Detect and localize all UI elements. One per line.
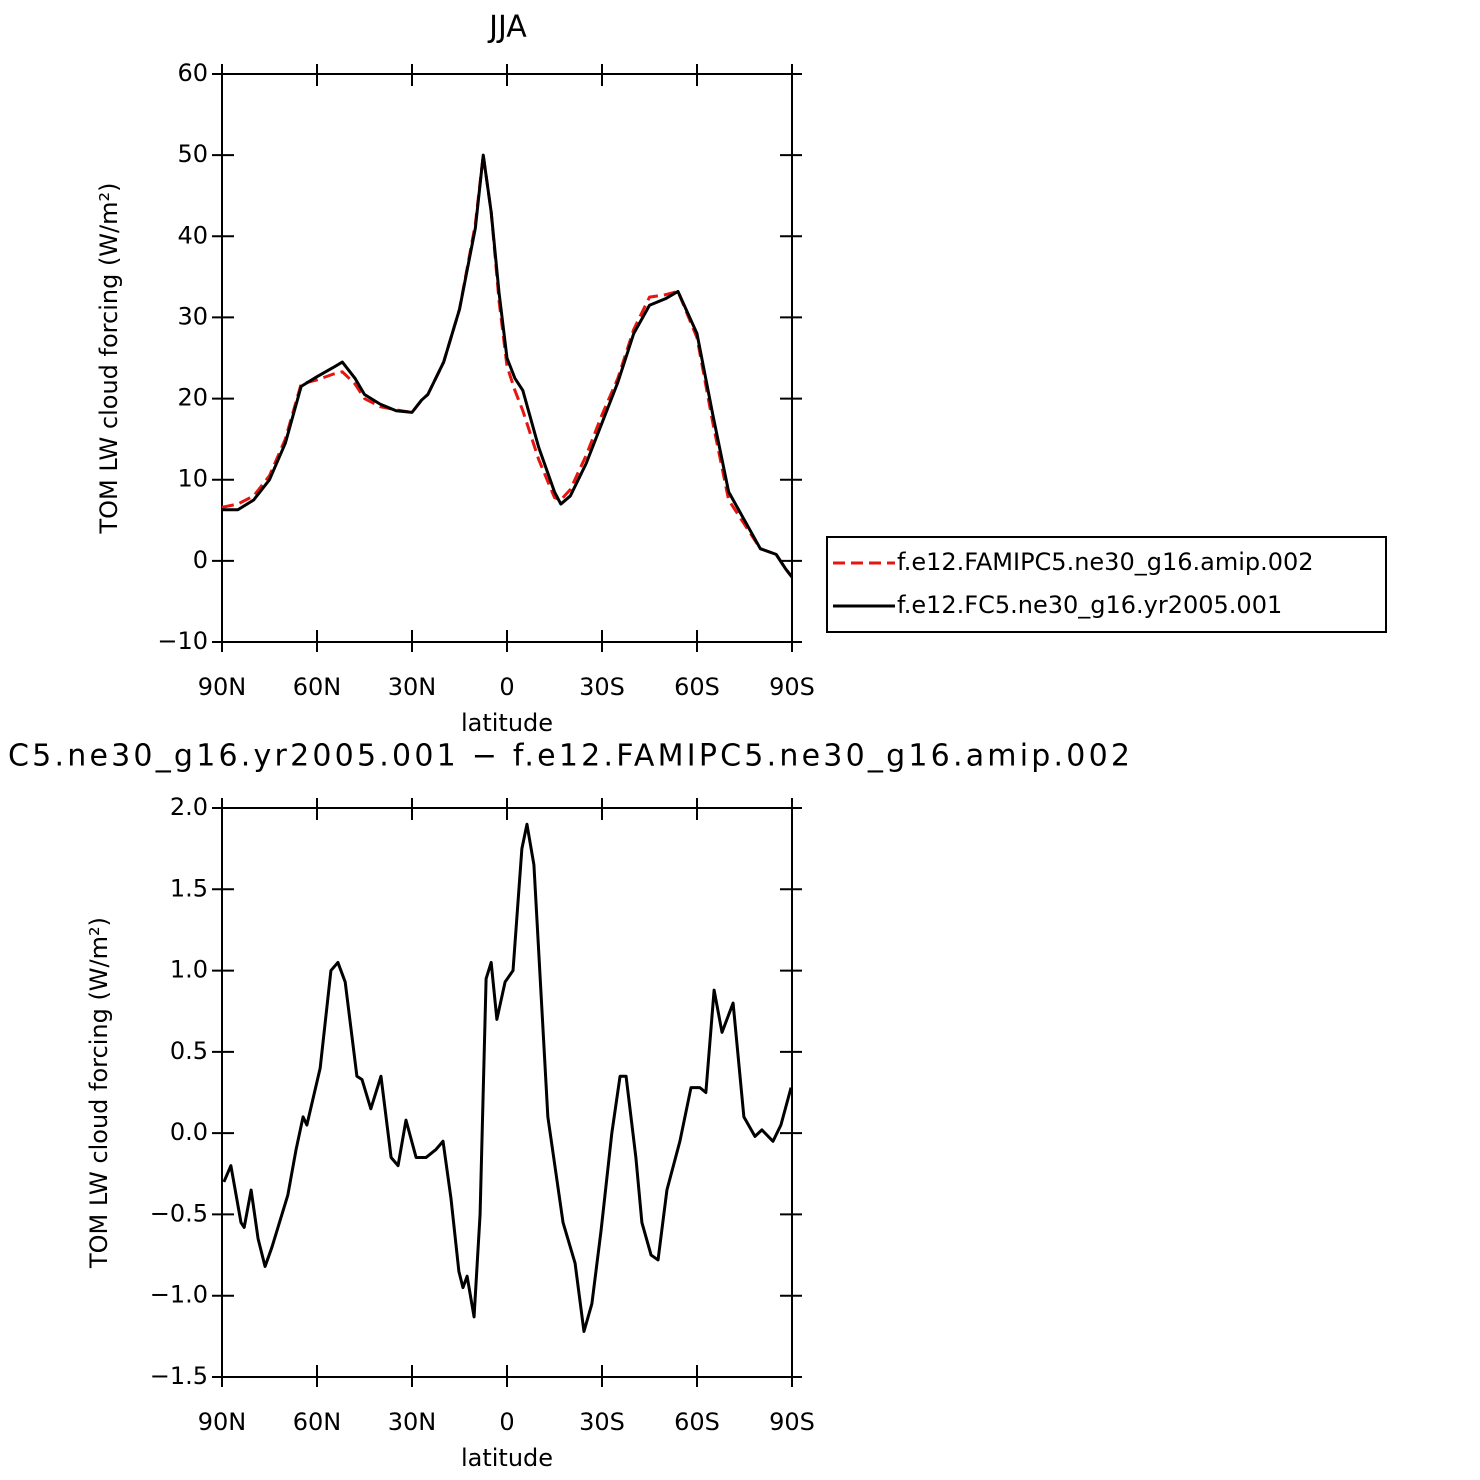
x-tick-label: 90N <box>198 673 247 701</box>
y-tick-label: 1.5 <box>170 874 208 902</box>
x-tick-label: 60N <box>293 1408 342 1436</box>
y-tick-label: 60 <box>177 59 208 87</box>
y-tick-label: 50 <box>177 140 208 168</box>
x-tick-label: 90S <box>769 673 815 701</box>
y-tick-label: −1.5 <box>150 1362 208 1390</box>
x-axis-label: latitude <box>461 709 553 737</box>
x-tick-label: 30N <box>388 673 437 701</box>
x-tick-label: 30N <box>388 1408 437 1436</box>
legend-label: f.e12.FAMIPC5.ne30_g16.amip.002 <box>897 548 1314 576</box>
x-tick-label: 90S <box>769 1408 815 1436</box>
y-tick-label: 2.0 <box>170 793 208 821</box>
y-tick-label: −0.5 <box>150 1199 208 1227</box>
y-tick-label: 30 <box>177 302 208 330</box>
data-line <box>221 153 794 579</box>
legend-label: f.e12.FC5.ne30_g16.yr2005.001 <box>897 591 1282 619</box>
x-axis-label: latitude <box>461 1444 553 1472</box>
x-tick-label: 30S <box>579 1408 625 1436</box>
y-tick-label: 0.5 <box>170 1037 208 1065</box>
y-tick-label: 0.0 <box>170 1118 208 1146</box>
y-tick-label: 20 <box>177 384 208 412</box>
chart-title: C5.ne30_g16.yr2005.001 − f.e12.FAMIPC5.n… <box>8 739 1130 774</box>
data-line <box>222 153 794 579</box>
x-tick-label: 0 <box>499 1408 514 1436</box>
data-line <box>222 822 793 1333</box>
x-tick-label: 30S <box>579 673 625 701</box>
x-tick-label: 60S <box>674 1408 720 1436</box>
legend-box <box>826 536 1387 633</box>
x-tick-label: 90N <box>198 1408 247 1436</box>
x-tick-label: 60S <box>674 673 720 701</box>
y-axis-label: TOM LW cloud forcing (W/m²) <box>95 183 123 535</box>
y-tick-label: −10 <box>157 627 208 655</box>
y-tick-label: 1.0 <box>170 956 208 984</box>
y-tick-label: −1.0 <box>150 1281 208 1309</box>
chart-title: JJA <box>487 10 527 45</box>
x-tick-label: 60N <box>293 673 342 701</box>
y-axis-label: TOM LW cloud forcing (W/m²) <box>85 917 113 1269</box>
x-tick-label: 0 <box>499 673 514 701</box>
y-tick-label: 0 <box>193 546 208 574</box>
y-tick-label: 10 <box>177 465 208 493</box>
y-tick-label: 40 <box>177 221 208 249</box>
